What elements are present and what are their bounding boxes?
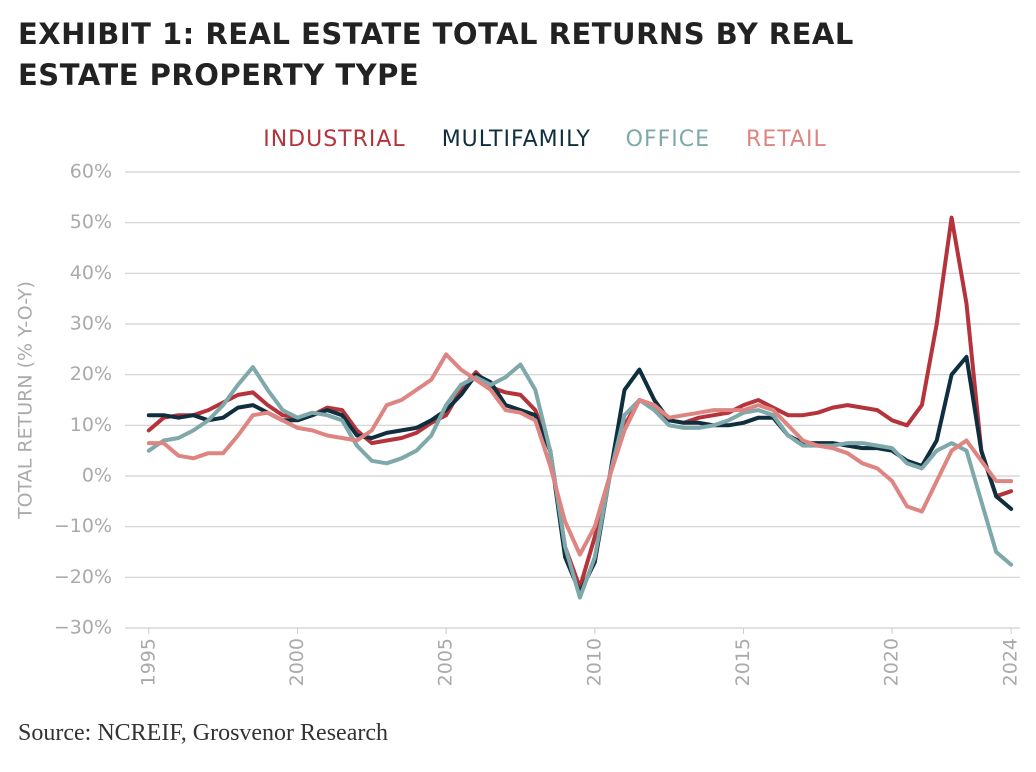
x-tick-label: 2015 <box>732 638 754 686</box>
y-tick-label: 10% <box>70 414 112 436</box>
x-tick-label: 1995 <box>137 638 159 686</box>
y-axis-label: TOTAL RETURN (% Y-O-Y) <box>15 281 37 520</box>
legend-entry: MULTIFAMILY <box>442 127 591 152</box>
y-tick-label: −30% <box>54 617 112 639</box>
y-tick-label: 20% <box>70 363 112 385</box>
y-tick-label: 0% <box>82 465 112 487</box>
series-line <box>146 362 1014 600</box>
x-tick-label: 2020 <box>881 638 903 686</box>
y-tick-label: 50% <box>70 211 112 233</box>
y-tick-label: −20% <box>54 566 112 588</box>
legend-entry: OFFICE <box>626 127 710 152</box>
chart-title: EXHIBIT 1: REAL ESTATE TOTAL RETURNS BY … <box>18 17 854 92</box>
x-tick-label: 2010 <box>583 638 605 686</box>
x-tick-label: 2000 <box>286 638 308 686</box>
series-line <box>146 352 1014 557</box>
y-tick-label: 60% <box>70 161 112 183</box>
y-tick-label: 40% <box>70 262 112 284</box>
y-tick-label: −10% <box>54 515 112 537</box>
y-tick-label: 30% <box>70 313 112 335</box>
source-note: Source: NCREIF, Grosvenor Research <box>18 720 388 746</box>
legend-entry: RETAIL <box>746 127 827 152</box>
x-tick-label: 2005 <box>435 638 457 686</box>
x-tick-label: 2024 <box>1000 638 1022 686</box>
legend: INDUSTRIAL MULTIFAMILY OFFICE RETAIL <box>263 127 827 152</box>
legend-entry: INDUSTRIAL <box>263 127 405 152</box>
